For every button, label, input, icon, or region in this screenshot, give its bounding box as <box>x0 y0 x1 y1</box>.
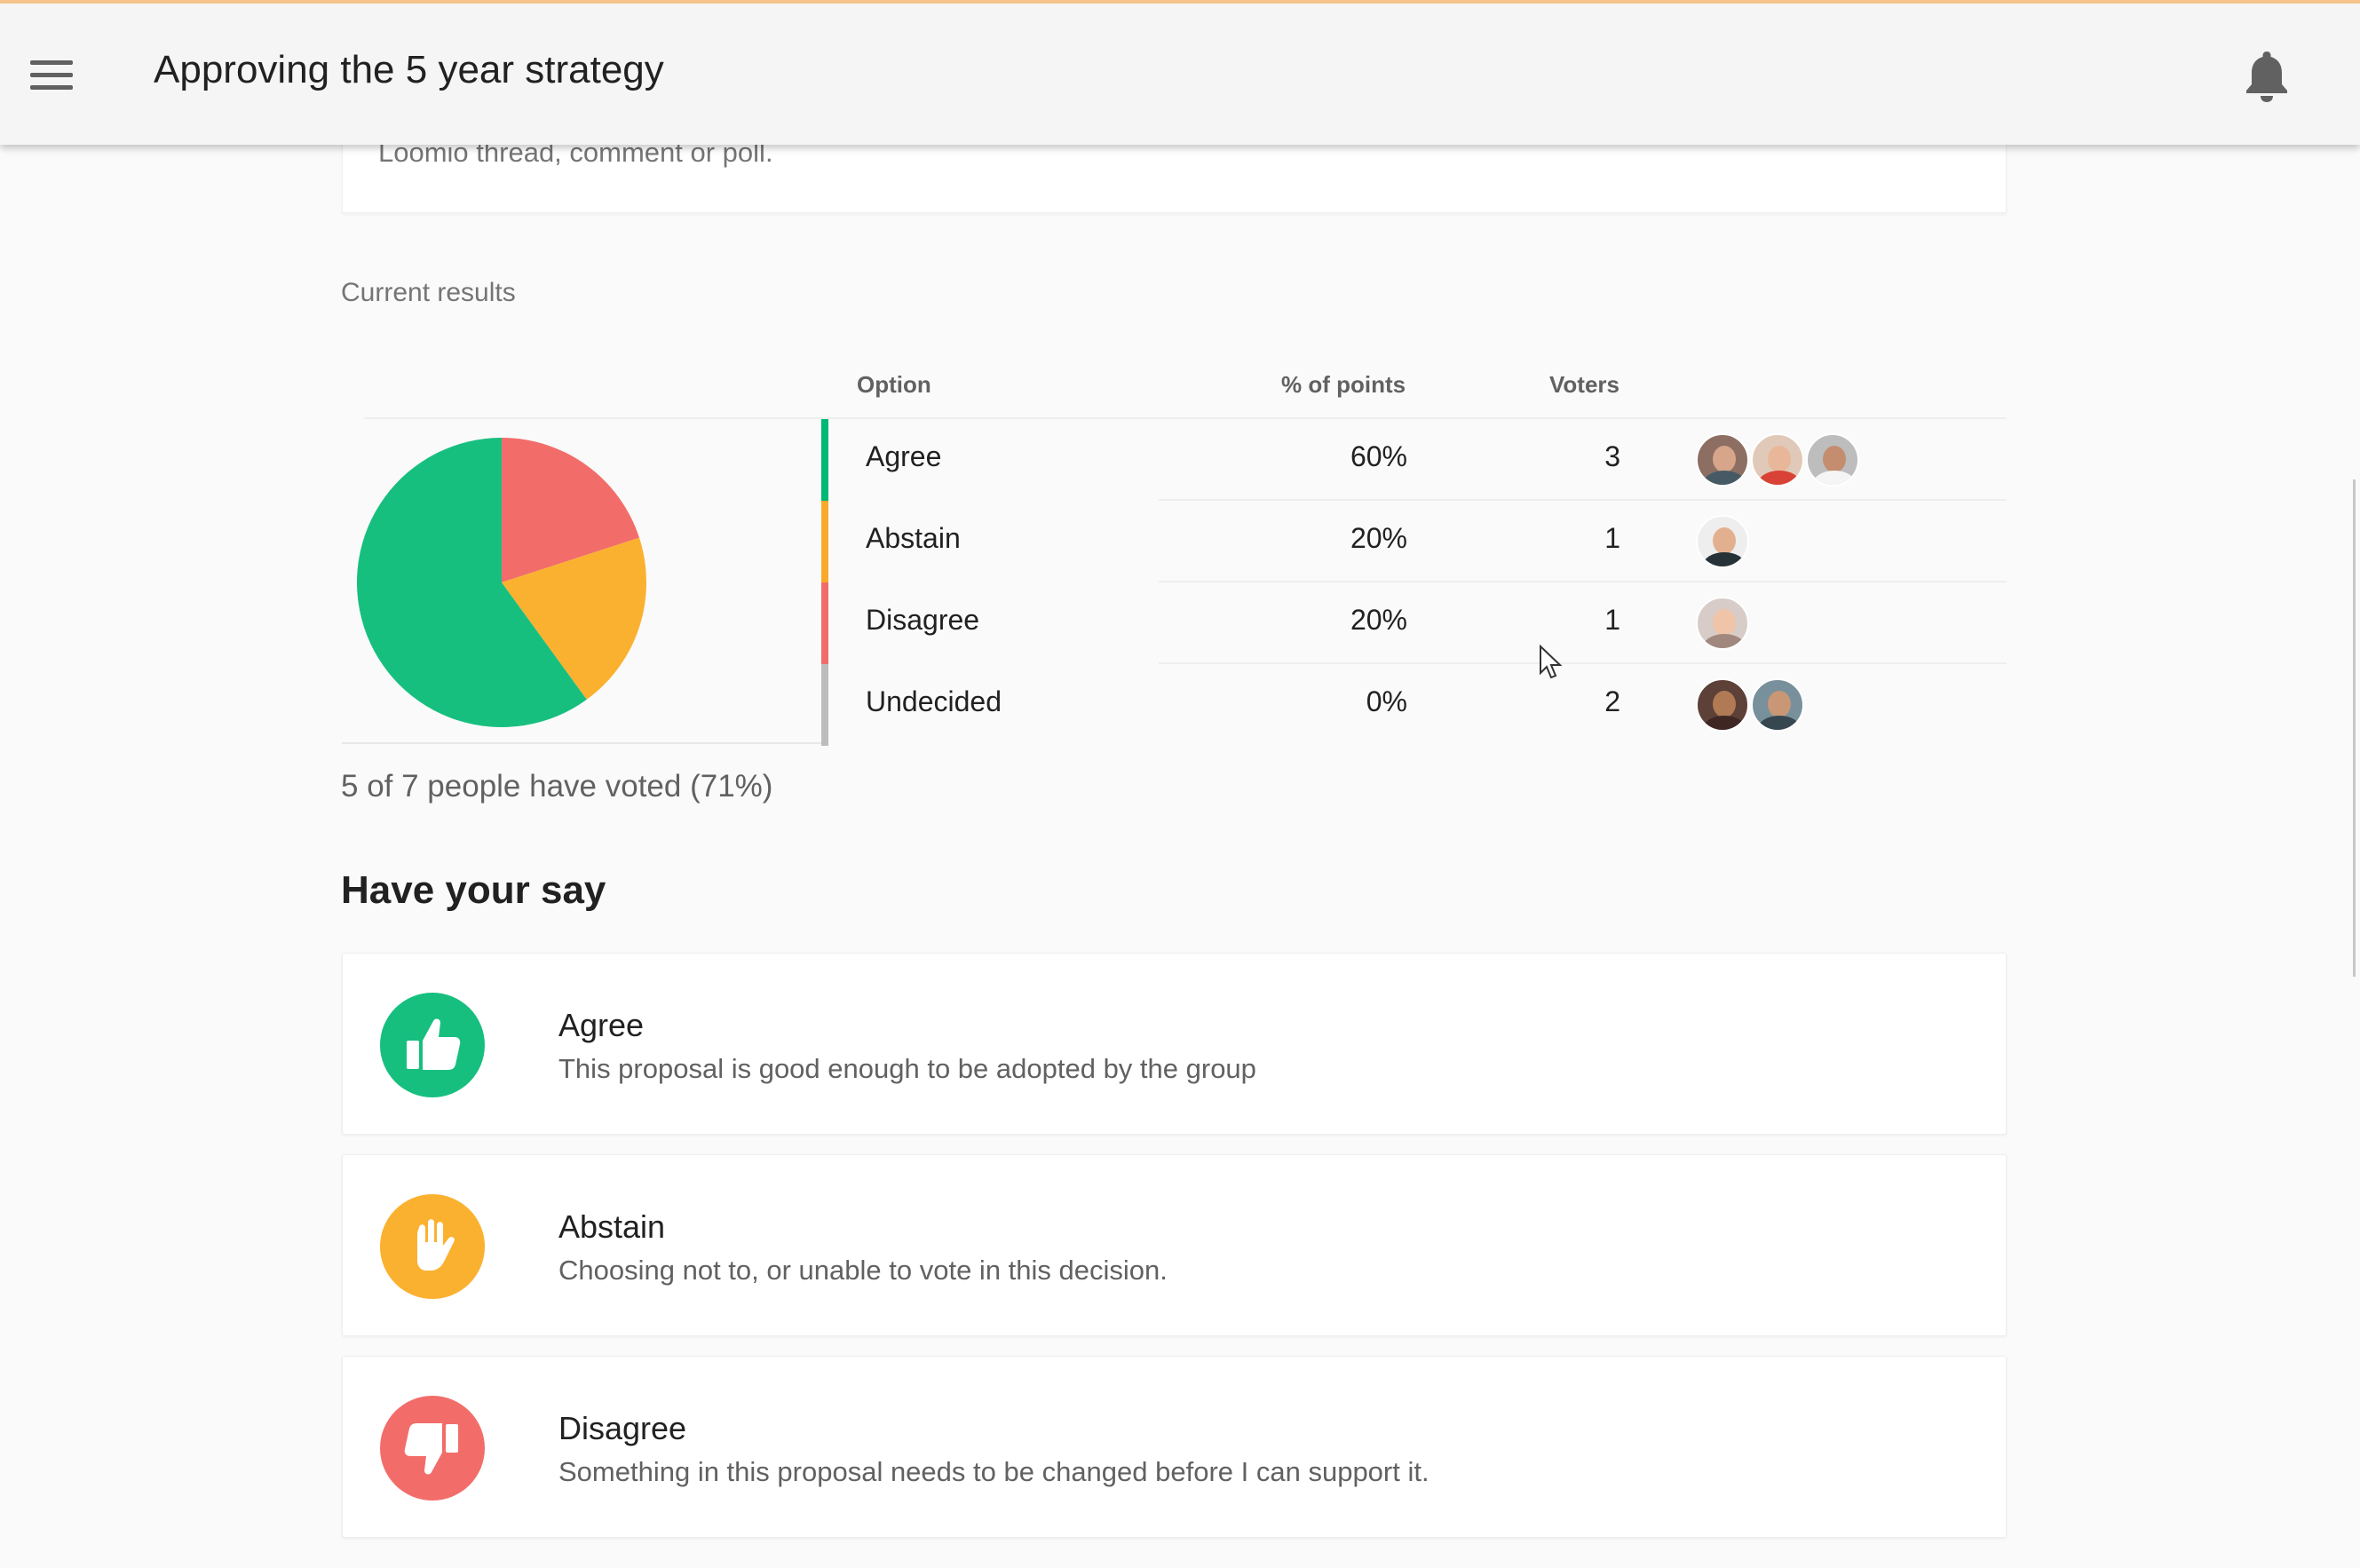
pie-chart-svg <box>357 438 646 727</box>
table-header-divider <box>364 417 2007 419</box>
vote-option-description: Something in this proposal needs to be c… <box>558 1456 1429 1487</box>
voter-avatars <box>1696 678 1806 733</box>
option-voter-count: 2 <box>1604 685 1620 717</box>
row-divider <box>1159 499 2007 501</box>
option-label: Agree <box>866 440 942 472</box>
option-voter-count: 1 <box>1604 604 1620 636</box>
voted-summary: 5 of 7 people have voted (71%) <box>341 769 773 804</box>
current-results-label: Current results <box>341 278 516 307</box>
vote-option-agree[interactable]: Agree This proposal is good enough to be… <box>342 953 2007 1135</box>
voter-avatars <box>1696 597 1751 652</box>
avatar[interactable] <box>1696 678 1749 732</box>
app-bar: Approving the 5 year strategy <box>0 0 2360 145</box>
option-color-bar <box>821 582 828 664</box>
vote-option-abstain[interactable]: Abstain Choosing not to, or unable to vo… <box>342 1154 2007 1336</box>
pie-slice-disagree <box>502 438 640 582</box>
results-pie-chart <box>342 417 826 744</box>
page-title: Approving the 5 year strategy <box>154 48 664 91</box>
option-percent: 0% <box>1366 685 1407 717</box>
thumbs-down-icon <box>380 1396 485 1501</box>
option-label: Disagree <box>866 604 980 636</box>
voter-avatars <box>1696 433 1861 488</box>
result-row-agree: Agree 60% 3 <box>821 419 2007 501</box>
voter-avatars <box>1696 515 1751 570</box>
vote-option-title: Agree <box>558 1007 645 1043</box>
avatar[interactable] <box>1696 433 1749 487</box>
hamburger-menu-icon[interactable] <box>30 50 80 99</box>
avatar[interactable] <box>1751 678 1804 732</box>
vote-option-title: Abstain <box>558 1208 666 1245</box>
option-voter-count: 3 <box>1604 440 1620 472</box>
option-percent: 20% <box>1350 522 1407 554</box>
thumbs-up-icon <box>380 993 485 1097</box>
option-percent: 60% <box>1350 440 1407 472</box>
vote-option-title: Disagree <box>558 1410 687 1446</box>
result-row-abstain: Abstain 20% 1 <box>821 501 2007 582</box>
result-row-disagree: Disagree 20% 1 <box>821 582 2007 664</box>
option-label: Abstain <box>866 522 961 554</box>
row-divider <box>1159 662 2007 664</box>
avatar[interactable] <box>1806 433 1859 487</box>
result-row-undecided: Undecided 0% 2 <box>821 664 2007 746</box>
column-header-percent: % of points <box>1281 371 1406 398</box>
column-header-voters: Voters <box>1549 371 1620 398</box>
vote-option-description: Choosing not to, or unable to vote in th… <box>558 1255 1168 1286</box>
option-label: Undecided <box>866 685 1002 717</box>
option-color-bar <box>821 419 828 501</box>
mouse-cursor-icon <box>1540 645 1563 679</box>
hand-stop-icon <box>380 1194 485 1299</box>
pie-slice-abstain <box>502 537 646 700</box>
option-percent: 20% <box>1350 604 1407 636</box>
option-color-bar <box>821 664 828 746</box>
bell-icon[interactable] <box>2244 48 2290 103</box>
column-header-option: Option <box>857 371 931 398</box>
scrollbar[interactable] <box>2353 479 2356 977</box>
vote-option-disagree[interactable]: Disagree Something in this proposal need… <box>342 1356 2007 1538</box>
avatar[interactable] <box>1751 433 1804 487</box>
option-color-bar <box>821 501 828 582</box>
pie-slice-agree <box>357 438 587 727</box>
row-divider <box>1159 581 2007 582</box>
avatar[interactable] <box>1696 597 1749 650</box>
option-voter-count: 1 <box>1604 522 1620 554</box>
have-your-say-heading: Have your say <box>341 868 606 912</box>
vote-option-description: This proposal is good enough to be adopt… <box>558 1053 1256 1084</box>
avatar[interactable] <box>1696 515 1749 568</box>
